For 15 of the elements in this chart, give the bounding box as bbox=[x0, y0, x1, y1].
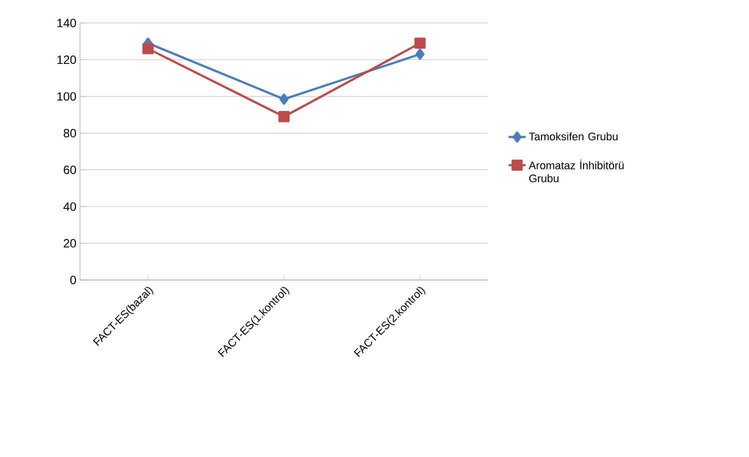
y-tick-label: 140 bbox=[57, 18, 76, 28]
point bbox=[142, 43, 154, 54]
y-tick-label: 80 bbox=[64, 128, 76, 138]
legend-label: Aromataz İnhibitörü Grubu bbox=[528, 160, 624, 182]
point bbox=[416, 48, 424, 60]
point bbox=[414, 38, 426, 49]
y-tick-label: 0 bbox=[70, 276, 76, 284]
point bbox=[278, 111, 290, 122]
point bbox=[280, 94, 288, 105]
y-tick-label: 60 bbox=[64, 166, 76, 174]
y-tick-label: 100 bbox=[57, 92, 76, 101]
y-tick-label: 120 bbox=[57, 55, 76, 64]
y-tick-label: 40 bbox=[63, 202, 76, 211]
legend-label: Tamoksifen Grubu bbox=[528, 132, 618, 140]
y-tick-label: 20 bbox=[64, 239, 76, 248]
